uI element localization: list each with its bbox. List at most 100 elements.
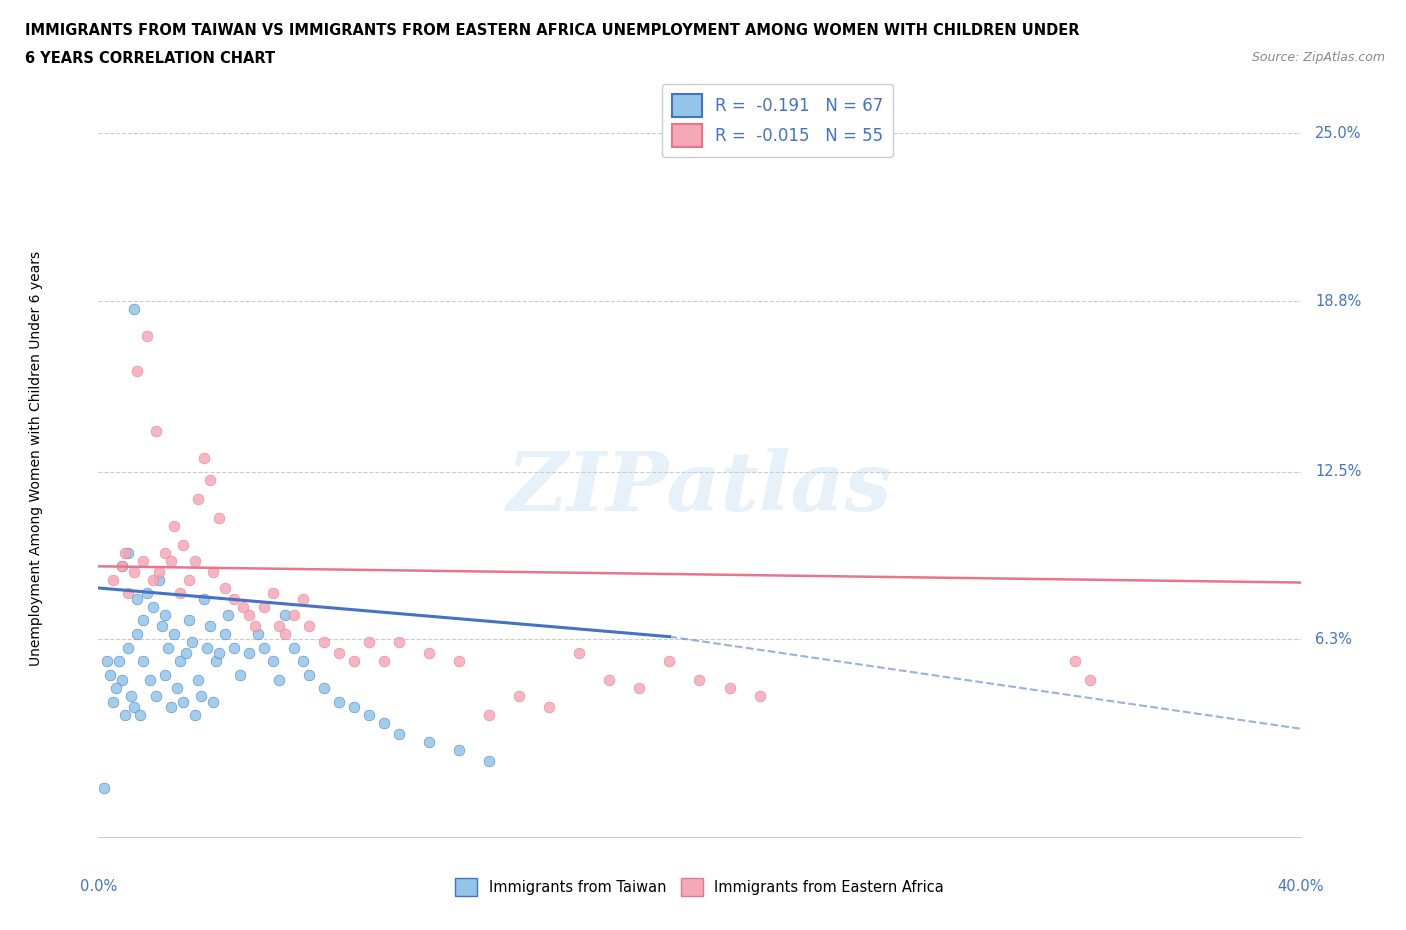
Point <box>217 607 239 622</box>
Point <box>274 607 297 622</box>
Point <box>343 699 366 714</box>
Point <box>328 645 350 660</box>
Point <box>238 607 260 622</box>
Point <box>111 672 134 687</box>
Point <box>148 572 170 587</box>
Point <box>478 708 501 723</box>
Point <box>138 672 160 687</box>
Text: 40.0%: 40.0% <box>1277 879 1324 894</box>
Point <box>478 753 501 768</box>
Point <box>129 708 152 723</box>
Point <box>628 681 651 696</box>
Point <box>172 694 194 709</box>
Text: 0.0%: 0.0% <box>80 879 117 894</box>
Point <box>214 580 236 595</box>
Point <box>748 689 770 704</box>
Point <box>262 654 284 669</box>
Point <box>169 586 191 601</box>
Point <box>121 689 143 704</box>
Point <box>96 654 118 669</box>
Text: 6.3%: 6.3% <box>1315 631 1351 647</box>
Point <box>204 654 226 669</box>
Point <box>177 572 200 587</box>
Point <box>538 699 561 714</box>
Point <box>187 491 209 506</box>
Point <box>174 645 197 660</box>
Point <box>688 672 710 687</box>
Point <box>153 545 176 560</box>
Point <box>274 627 297 642</box>
Point <box>598 672 620 687</box>
Point <box>373 654 395 669</box>
Point <box>222 591 245 606</box>
Point <box>100 667 122 682</box>
Point <box>283 640 305 655</box>
Point <box>388 634 411 649</box>
Point <box>238 645 260 660</box>
Point <box>373 716 395 731</box>
Point <box>198 472 221 487</box>
Point <box>298 618 321 633</box>
Point <box>312 634 335 649</box>
Point <box>246 627 269 642</box>
Text: 12.5%: 12.5% <box>1315 464 1361 479</box>
Point <box>111 559 134 574</box>
Point <box>193 591 215 606</box>
Point <box>127 627 149 642</box>
Text: Source: ZipAtlas.com: Source: ZipAtlas.com <box>1251 51 1385 64</box>
Point <box>718 681 741 696</box>
Point <box>183 708 205 723</box>
Point <box>135 586 157 601</box>
Point <box>357 634 380 649</box>
Point <box>208 511 231 525</box>
Point <box>418 645 440 660</box>
Point <box>193 451 215 466</box>
Point <box>253 600 276 615</box>
Point <box>228 667 250 682</box>
Point <box>114 545 136 560</box>
Point <box>141 572 163 587</box>
Point <box>124 565 146 579</box>
Point <box>253 640 276 655</box>
Point <box>150 618 173 633</box>
Point <box>447 743 470 758</box>
Point <box>658 654 681 669</box>
Point <box>201 565 224 579</box>
Text: 6 YEARS CORRELATION CHART: 6 YEARS CORRELATION CHART <box>25 51 276 66</box>
Text: 18.8%: 18.8% <box>1315 294 1361 309</box>
Point <box>153 667 176 682</box>
Point <box>159 699 181 714</box>
Point <box>208 645 231 660</box>
Point <box>418 735 440 750</box>
Point <box>105 681 128 696</box>
Point <box>156 640 179 655</box>
Point <box>162 518 184 533</box>
Point <box>135 329 157 344</box>
Point <box>357 708 380 723</box>
Text: IMMIGRANTS FROM TAIWAN VS IMMIGRANTS FROM EASTERN AFRICA UNEMPLOYMENT AMONG WOME: IMMIGRANTS FROM TAIWAN VS IMMIGRANTS FRO… <box>25 23 1080 38</box>
Point <box>267 672 290 687</box>
Point <box>180 634 202 649</box>
Point <box>172 538 194 552</box>
Point <box>103 572 125 587</box>
Point <box>103 694 125 709</box>
Point <box>298 667 321 682</box>
Point <box>117 640 139 655</box>
Point <box>201 694 224 709</box>
Point <box>183 553 205 568</box>
Point <box>1064 654 1087 669</box>
Point <box>159 553 181 568</box>
Point <box>214 627 236 642</box>
Point <box>291 591 314 606</box>
Point <box>132 654 155 669</box>
Point <box>93 781 115 796</box>
Point <box>132 553 155 568</box>
Point <box>291 654 314 669</box>
Point <box>267 618 290 633</box>
Point <box>198 618 221 633</box>
Point <box>145 689 167 704</box>
Point <box>508 689 530 704</box>
Point <box>343 654 366 669</box>
Point <box>124 699 146 714</box>
Point <box>187 672 209 687</box>
